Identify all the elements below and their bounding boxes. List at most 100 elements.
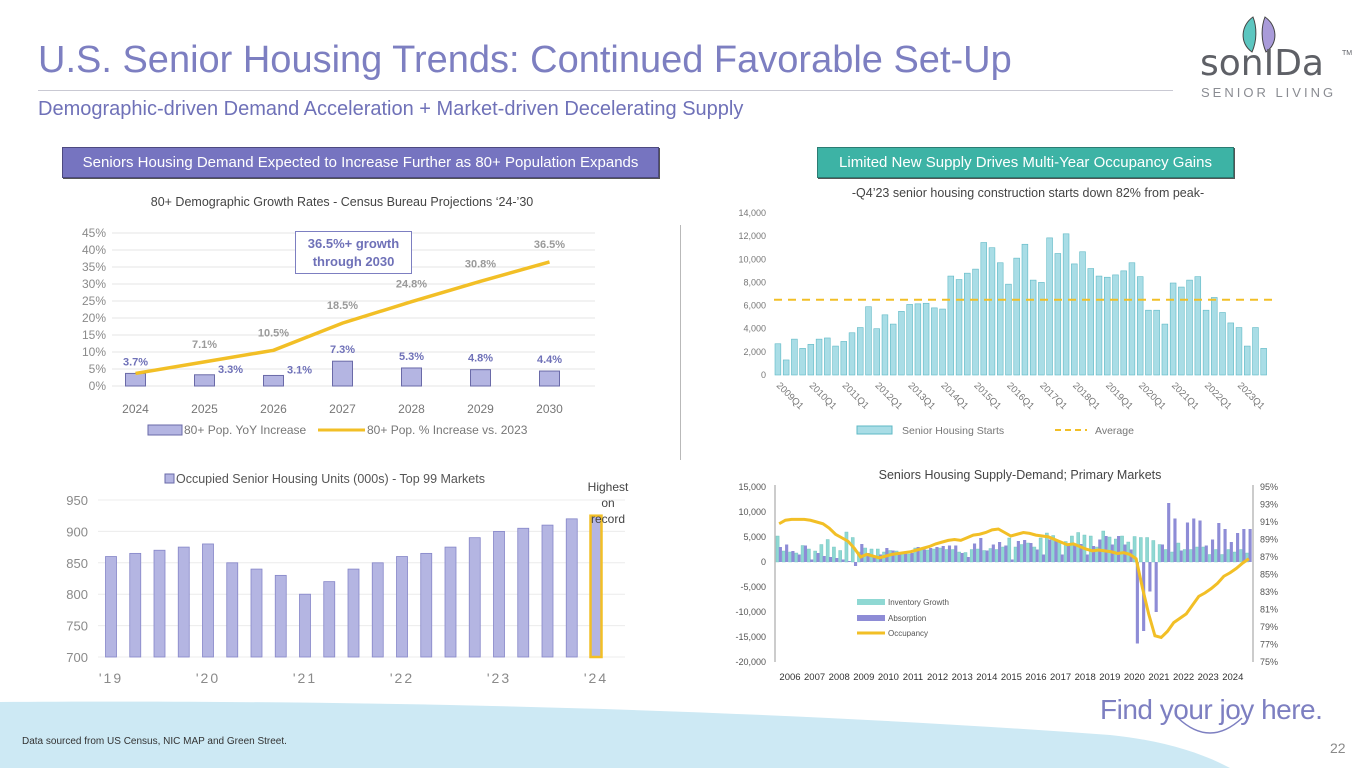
bar-occupied-units <box>565 518 578 658</box>
bar-inventory-growth <box>1189 549 1193 563</box>
bar-inventory-growth <box>825 539 830 563</box>
x-tick-label: 2024 <box>1222 672 1243 683</box>
legend-label: Inventory Growth <box>888 598 949 607</box>
bar-absorption <box>822 556 826 562</box>
bar-starts <box>1087 268 1095 376</box>
y-tick-label: 15% <box>82 328 106 342</box>
bar-absorption <box>785 544 789 562</box>
bar-starts <box>889 323 897 376</box>
bar-occupied-units <box>250 568 263 658</box>
bar-absorption <box>791 551 795 562</box>
bar-starts <box>1021 243 1029 376</box>
x-tick-label: 2016 <box>1025 672 1046 683</box>
bar-starts <box>947 275 955 376</box>
bar-yoy-2026 <box>263 374 284 387</box>
x-tick-label: 2009Q1 <box>774 380 806 412</box>
bar-absorption <box>1054 541 1058 562</box>
bar-absorption <box>1223 529 1227 562</box>
bar-starts <box>1128 262 1136 376</box>
bar-starts <box>832 345 839 376</box>
line-increase-vs-2023 <box>135 260 550 376</box>
bar-inventory-growth <box>1001 546 1005 563</box>
y2-tick-label: 83% <box>1260 587 1278 597</box>
bar-starts <box>865 306 872 376</box>
y-tick-label: 2,000 <box>743 347 766 357</box>
bar-absorption <box>991 544 995 562</box>
bar-absorption <box>954 545 958 562</box>
bar-absorption <box>929 548 933 562</box>
bar-starts <box>1079 251 1086 376</box>
bar-occupied-units <box>371 562 384 658</box>
bar-inventory-growth <box>957 551 961 563</box>
y-tick-label: 30% <box>82 277 106 291</box>
bar-starts <box>815 338 823 376</box>
bar-inventory-growth <box>969 549 974 563</box>
line-data-label: 7.1% <box>192 339 217 351</box>
x-tick-label: 2026 <box>260 402 287 416</box>
highest-on-record-annotation: Highest on record <box>585 479 631 527</box>
x-tick-label: 2030 <box>536 402 563 416</box>
annotation-line-1: Highest on <box>587 480 629 510</box>
bar-inventory-growth <box>995 549 999 563</box>
logo-subtitle: SENIOR LIVING <box>1201 85 1337 100</box>
bar-absorption <box>841 559 845 562</box>
x-tick-label: 2024 <box>122 402 149 416</box>
x-tick-label: 2014 <box>976 672 997 683</box>
annotation-line-2: record <box>590 512 625 526</box>
y-tick-label: 20% <box>82 311 106 325</box>
x-tick-label: 2020Q1 <box>1136 380 1168 412</box>
bar-inventory-growth <box>1207 554 1212 563</box>
legend-label: Senior Housing Starts <box>902 425 1004 437</box>
bar-occupied-units <box>468 537 481 658</box>
bar-occupied-units <box>517 527 530 658</box>
bar-inventory-growth <box>775 535 780 563</box>
bar-inventory-growth <box>1233 551 1237 563</box>
bar-starts <box>1178 286 1185 376</box>
bar-starts <box>1120 270 1127 376</box>
bar-inventory-growth <box>844 531 849 563</box>
bar-absorption <box>847 561 851 562</box>
x-tick-label: '20 <box>196 670 220 686</box>
bar-occupied-units <box>541 524 554 658</box>
bar-inventory-growth <box>1220 554 1225 563</box>
source-note: Data sourced from US Census, NIC MAP and… <box>22 736 287 747</box>
x-tick-label: 2015 <box>1001 672 1022 683</box>
bar-starts <box>922 302 930 376</box>
supply-section-badge: Limited New Supply Drives Multi-Year Occ… <box>817 147 1234 178</box>
x-tick-label: 2014Q1 <box>939 380 971 412</box>
bar-data-label: 4.4% <box>537 354 562 366</box>
section-divider <box>680 225 681 460</box>
logo-trademark: TM <box>1342 50 1353 57</box>
x-tick-label: 2025 <box>191 402 218 416</box>
x-tick-label: 2023 <box>1198 672 1219 683</box>
bar-absorption <box>797 554 801 562</box>
y-tick-label: 0% <box>89 379 107 393</box>
bar-occupied-units <box>396 556 408 658</box>
y-tick-label: 25% <box>82 294 106 308</box>
bar-occupied-units <box>444 546 457 658</box>
bar-starts <box>807 344 815 376</box>
bar-starts <box>881 314 889 376</box>
y-tick-label: 45% <box>82 226 106 240</box>
x-tick-label: 2011Q1 <box>840 380 871 411</box>
bar-occupied-units <box>299 593 311 658</box>
y-tick-label: 750 <box>66 619 88 634</box>
y-tick-label: -10,000 <box>735 607 766 617</box>
x-tick-label: 2013 <box>952 672 973 683</box>
bar-yoy-2027 <box>332 360 353 387</box>
bar-absorption <box>1210 539 1215 562</box>
y-tick-label: 4,000 <box>743 324 766 334</box>
bar-inventory-growth <box>838 550 842 563</box>
bar-absorption <box>922 549 927 562</box>
y-tick-label: 10% <box>82 345 106 359</box>
x-tick-label: '22 <box>390 670 414 686</box>
bar-inventory-growth <box>1201 546 1206 563</box>
line-data-label: 18.5% <box>327 300 358 312</box>
bar-inventory-growth <box>1182 549 1187 563</box>
bar-starts <box>980 242 987 376</box>
y-tick-label: -20,000 <box>735 657 766 667</box>
bar-absorption <box>941 546 945 562</box>
bar-absorption <box>810 559 814 562</box>
logo-wordmark: sonIDa <box>1200 43 1324 84</box>
